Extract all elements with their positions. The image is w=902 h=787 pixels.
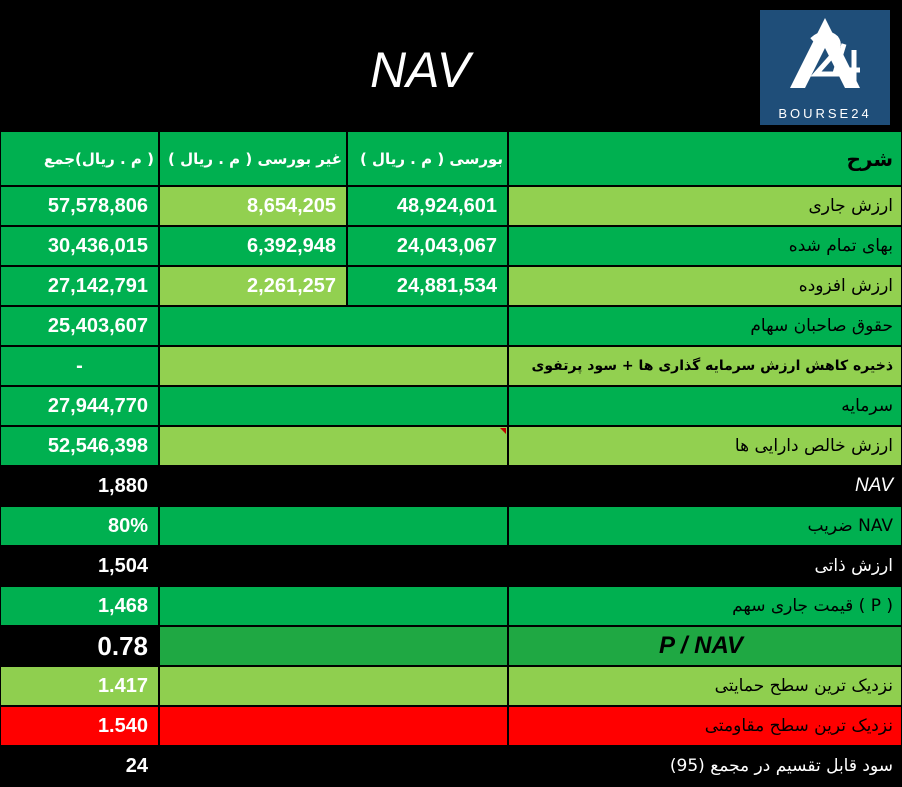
support-total: 1.417 [0,666,159,706]
current-value-otc: 8,654,205 [159,186,347,226]
table-row-capital: 27,944,770 سرمایه [0,386,902,426]
table-row-nav: 1,880 NAV [0,466,902,506]
page-title: NAV [369,42,471,98]
logo-text: BOURSE24 [778,106,872,121]
intrinsic-total: 1,504 [0,546,159,586]
capital-total: 27,944,770 [0,386,159,426]
table-header-row: ( م . ریال)جمع غیر بورسی ( م . ریال ) بو… [0,131,902,186]
capital-label: سرمایه [508,386,902,426]
resistance-empty [159,706,508,746]
price-label: ( P ) قیمت جاری سهم [508,586,902,626]
equity-label: حقوق صاحبان سهام [508,306,902,346]
header-exchange: بورسی ( م . ریال ) [347,131,508,186]
comment-indicator-icon [500,428,506,434]
added-value-total: 27,142,791 [0,266,159,306]
bourse24-logo-icon [790,18,860,88]
added-value-exchange: 24,881,534 [347,266,508,306]
added-value-label: ارزش افزوده [508,266,902,306]
table-row-equity: 25,403,607 حقوق صاحبان سهام [0,306,902,346]
price-total: 1,468 [0,586,159,626]
current-value-total: 57,578,806 [0,186,159,226]
dividend-total: 24 [0,746,159,786]
equity-empty [159,306,508,346]
equity-total: 25,403,607 [0,306,159,346]
table-row-added-value: 27,142,791 2,261,257 24,881,534 ارزش افز… [0,266,902,306]
resistance-label: نزدیک ترین سطح مقاومتی [508,706,902,746]
added-value-otc: 2,261,257 [159,266,347,306]
net-asset-value-empty [159,426,508,466]
cost-value-label: بهای تمام شده [508,226,902,266]
net-asset-value-total: 52,546,398 [0,426,159,466]
price-empty [159,586,508,626]
table-row-current-value: 57,578,806 8,654,205 48,924,601 ارزش جار… [0,186,902,226]
header-total: ( م . ریال)جمع [0,131,159,186]
table-row-intrinsic: 1,504 ارزش ذاتی [0,546,902,586]
cost-value-total: 30,436,015 [0,226,159,266]
support-empty [159,666,508,706]
header-otc: غیر بورسی ( م . ریال ) [159,131,347,186]
p-nav-label: P / NAV [508,626,902,666]
bourse24-logo: BOURSE24 [760,10,890,125]
table-row-nav-coef: 80% NAV ضریب [0,506,902,546]
p-nav-total: 0.78 [0,626,159,666]
nav-coef-total: 80% [0,506,159,546]
table-row-cost-value: 30,436,015 6,392,948 24,043,067 بهای تما… [0,226,902,266]
p-nav-empty [159,626,508,666]
table-row-reserve: - ذخیره کاهش ارزش سرمایه گذاری ها + سود … [0,346,902,386]
table-row-dividend: 24 سود قابل تقسیم در مجمع (95) [0,746,902,786]
table-row-p-nav: 0.78 P / NAV [0,626,902,666]
dividend-label: سود قابل تقسیم در مجمع (95) [159,746,902,786]
nav-coef-empty [159,506,508,546]
reserve-empty [159,346,508,386]
nav-total: 1,880 [0,466,159,506]
intrinsic-label: ارزش ذاتی [159,546,902,586]
reserve-label: ذخیره کاهش ارزش سرمایه گذاری ها + سود پر… [508,346,902,386]
table-row-price: 1,468 ( P ) قیمت جاری سهم [0,586,902,626]
resistance-total: 1.540 [0,706,159,746]
support-label: نزدیک ترین سطح حمایتی [508,666,902,706]
nav-label: NAV [159,466,902,506]
current-value-label: ارزش جاری [508,186,902,226]
capital-empty [159,386,508,426]
table-row-net-asset-value: 52,546,398 ارزش خالص دارایی ها [0,426,902,466]
cost-value-otc: 6,392,948 [159,226,347,266]
table-row-support: 1.417 نزدیک ترین سطح حمایتی [0,666,902,706]
table-row-resistance: 1.540 نزدیک ترین سطح مقاومتی [0,706,902,746]
current-value-exchange: 48,924,601 [347,186,508,226]
reserve-total: - [0,346,159,386]
net-asset-value-label: ارزش خالص دارایی ها [508,426,902,466]
nav-coef-label: NAV ضریب [508,506,902,546]
header-description: شرح [508,131,902,186]
cost-value-exchange: 24,043,067 [347,226,508,266]
nav-table: ( م . ریال)جمع غیر بورسی ( م . ریال ) بو… [0,131,902,786]
